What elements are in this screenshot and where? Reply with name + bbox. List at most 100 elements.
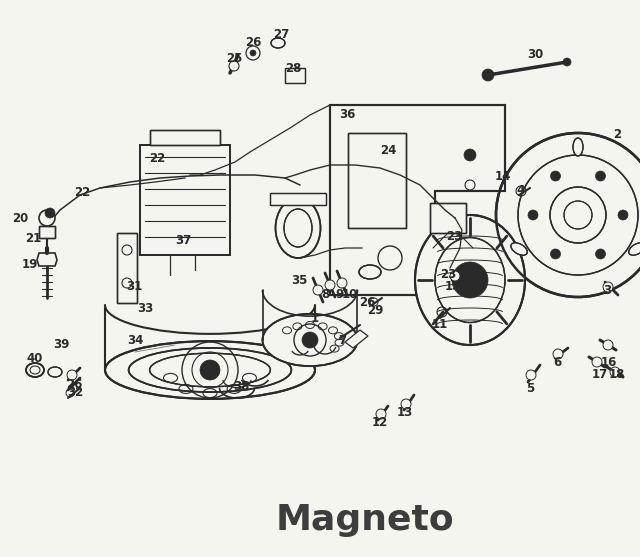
- Text: 36: 36: [339, 109, 355, 121]
- Circle shape: [401, 399, 411, 409]
- Text: 33: 33: [137, 301, 153, 315]
- Text: 4: 4: [517, 184, 525, 198]
- Text: 9: 9: [336, 289, 344, 301]
- Circle shape: [564, 201, 592, 229]
- Bar: [270, 193, 326, 205]
- Circle shape: [313, 285, 323, 295]
- Circle shape: [563, 58, 571, 66]
- Text: 16: 16: [601, 355, 617, 369]
- Text: 18: 18: [609, 369, 625, 382]
- Text: 31: 31: [126, 280, 142, 292]
- Bar: [39, 226, 55, 238]
- Polygon shape: [330, 105, 505, 295]
- Bar: [285, 68, 305, 83]
- Circle shape: [528, 210, 538, 220]
- Text: 26: 26: [359, 296, 375, 309]
- Bar: [140, 145, 230, 255]
- Text: 29: 29: [367, 304, 383, 316]
- Text: 5: 5: [526, 382, 534, 394]
- Bar: [430, 203, 466, 233]
- Text: 11: 11: [432, 319, 448, 331]
- Text: 22: 22: [74, 185, 90, 198]
- Bar: [117, 233, 137, 303]
- Text: 21: 21: [25, 232, 41, 245]
- Text: 30: 30: [527, 48, 543, 61]
- Circle shape: [496, 133, 640, 297]
- Circle shape: [450, 271, 460, 281]
- Ellipse shape: [48, 367, 62, 377]
- Text: 20: 20: [12, 212, 28, 224]
- Text: 1: 1: [311, 311, 319, 325]
- Text: 26: 26: [245, 37, 261, 50]
- Ellipse shape: [262, 314, 358, 366]
- Ellipse shape: [271, 38, 285, 48]
- Ellipse shape: [435, 237, 505, 323]
- Text: Magneto: Magneto: [275, 503, 454, 537]
- Circle shape: [229, 61, 239, 71]
- Circle shape: [550, 187, 606, 243]
- Circle shape: [302, 332, 318, 348]
- Circle shape: [603, 340, 613, 350]
- Circle shape: [337, 278, 347, 288]
- Circle shape: [595, 249, 605, 259]
- Text: 26: 26: [66, 379, 82, 392]
- Text: 12: 12: [372, 416, 388, 428]
- Text: 28: 28: [285, 61, 301, 75]
- Circle shape: [550, 171, 561, 181]
- Ellipse shape: [573, 138, 583, 156]
- Text: 35: 35: [291, 273, 307, 286]
- Text: 40: 40: [27, 351, 43, 364]
- Text: 39: 39: [53, 339, 69, 351]
- Text: 19: 19: [22, 258, 38, 271]
- Text: 23: 23: [446, 231, 462, 243]
- Circle shape: [526, 370, 536, 380]
- Polygon shape: [37, 253, 57, 266]
- Circle shape: [592, 357, 602, 367]
- Text: 10: 10: [342, 289, 358, 301]
- Circle shape: [376, 409, 386, 419]
- Ellipse shape: [511, 243, 527, 255]
- Circle shape: [250, 50, 256, 56]
- Circle shape: [452, 262, 488, 298]
- Polygon shape: [345, 330, 368, 348]
- Circle shape: [67, 370, 77, 380]
- Circle shape: [618, 210, 628, 220]
- Text: 6: 6: [553, 355, 561, 369]
- Bar: [348, 133, 406, 228]
- Text: 32: 32: [67, 387, 83, 399]
- Bar: [270, 193, 326, 205]
- Ellipse shape: [129, 348, 291, 392]
- Circle shape: [518, 155, 638, 275]
- Bar: [430, 203, 466, 233]
- Circle shape: [200, 360, 220, 380]
- Ellipse shape: [26, 363, 44, 377]
- Text: 15: 15: [445, 281, 461, 294]
- Text: 7: 7: [338, 334, 346, 346]
- Bar: [117, 233, 137, 303]
- Text: 25: 25: [226, 51, 242, 65]
- Text: 2: 2: [613, 129, 621, 141]
- Circle shape: [482, 69, 494, 81]
- Circle shape: [610, 367, 620, 377]
- Bar: [140, 145, 230, 255]
- Ellipse shape: [150, 353, 270, 387]
- Bar: [150, 130, 220, 145]
- Text: 14: 14: [495, 170, 511, 183]
- Text: 23: 23: [440, 268, 456, 281]
- Bar: [39, 226, 55, 238]
- Text: 24: 24: [380, 144, 396, 158]
- Text: 22: 22: [149, 153, 165, 165]
- Ellipse shape: [105, 341, 315, 399]
- Text: 13: 13: [397, 405, 413, 418]
- Ellipse shape: [275, 198, 321, 258]
- Circle shape: [595, 171, 605, 181]
- Circle shape: [550, 249, 561, 259]
- Text: 17: 17: [592, 369, 608, 382]
- Circle shape: [464, 149, 476, 161]
- Text: 37: 37: [175, 233, 191, 247]
- Bar: [348, 133, 406, 228]
- Text: 38: 38: [233, 380, 249, 393]
- Ellipse shape: [628, 243, 640, 255]
- Circle shape: [553, 349, 563, 359]
- Text: 34: 34: [127, 334, 143, 346]
